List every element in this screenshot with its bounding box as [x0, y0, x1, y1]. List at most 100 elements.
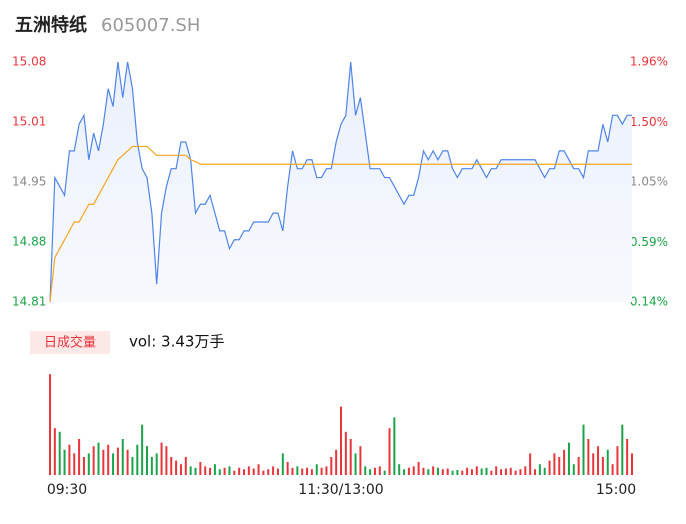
volume-bar: [369, 469, 372, 475]
volume-bar: [485, 467, 488, 475]
volume-bar: [500, 469, 503, 475]
volume-bar: [543, 467, 546, 475]
volume-bar: [393, 417, 396, 475]
volume-bar: [107, 444, 110, 475]
volume-bar: [456, 469, 459, 475]
volume-bar: [480, 468, 483, 475]
volume-bar: [504, 468, 507, 475]
volume-bar: [606, 449, 609, 475]
volume-bar: [58, 431, 61, 475]
volume-bar: [276, 468, 279, 475]
volume-bar: [97, 442, 100, 475]
y2-tick-label: 1.05%: [630, 175, 668, 189]
volume-bar: [388, 428, 391, 475]
volume-bar: [218, 469, 221, 475]
volume-bar: [470, 469, 473, 475]
volume-bar: [223, 467, 226, 475]
y-tick-label: 14.88: [12, 235, 46, 249]
volume-bar: [116, 447, 119, 475]
volume-bar: [112, 453, 115, 475]
volume-bar: [189, 466, 192, 475]
volume-bar: [184, 457, 187, 475]
volume-bar: [441, 469, 444, 475]
volume-bar: [301, 468, 304, 475]
x-tick-label: 15:00: [596, 482, 636, 498]
volume-bar: [407, 467, 410, 475]
volume-bar: [383, 470, 386, 475]
volume-bar: [267, 469, 270, 475]
volume-bar: [179, 464, 182, 475]
volume-bar: [412, 466, 415, 475]
y-tick-label: 14.81: [12, 295, 46, 309]
volume-bar: [155, 453, 158, 475]
volume-bar: [466, 467, 469, 475]
volume-bar: [257, 464, 260, 475]
volume-bar: [330, 457, 333, 475]
y-tick-label: 14.95: [12, 175, 46, 189]
volume-bar: [146, 446, 148, 475]
volume-bar: [529, 453, 532, 475]
volume-bar: [567, 442, 570, 475]
y-tick-label: 15.08: [12, 55, 46, 69]
volume-bar: [378, 466, 381, 475]
volume-bar: [359, 446, 362, 475]
volume-bar: [141, 424, 144, 475]
volume-bar: [577, 457, 580, 475]
volume-bar: [291, 467, 294, 475]
volume-bar: [252, 468, 255, 475]
volume-bar: [597, 446, 600, 475]
volume-bar: [150, 457, 153, 475]
volume-bar: [320, 467, 323, 475]
volume-bar: [601, 457, 604, 475]
volume-bar: [92, 446, 95, 475]
volume-bar: [417, 462, 420, 475]
volume-bar: [461, 470, 464, 475]
volume-bar: [194, 467, 197, 475]
volume-bar: [403, 469, 406, 475]
volume-bar: [364, 466, 367, 475]
volume-bar: [209, 467, 212, 475]
volume-bar: [514, 470, 517, 475]
volume-bar: [475, 466, 478, 475]
volume-bar: [170, 457, 173, 475]
volume-bar: [582, 424, 585, 475]
price-area: [50, 62, 632, 302]
volume-bar: [344, 431, 347, 475]
volume-bar: [519, 469, 522, 475]
volume-bar: [262, 470, 265, 475]
volume-bar: [165, 446, 168, 475]
volume-bar: [451, 470, 454, 475]
volume-bar: [68, 444, 71, 475]
y2-tick-label: 0.59%: [630, 235, 668, 249]
volume-bar: [213, 464, 216, 475]
volume-bar: [427, 469, 430, 475]
volume-bar: [73, 453, 76, 475]
x-tick-label: 11:30/13:00: [298, 482, 383, 498]
volume-text: vol: 3.43万手: [129, 333, 224, 351]
volume-bar: [204, 466, 207, 475]
volume-bar: [325, 466, 328, 475]
price-line: [49, 61, 632, 303]
volume-bar: [233, 470, 236, 475]
volume-bar: [238, 467, 241, 475]
volume-bar: [286, 462, 289, 475]
volume-bar: [49, 374, 51, 475]
volume-bar: [315, 464, 318, 475]
volume-bar: [631, 453, 633, 475]
volume-bar: [548, 460, 551, 475]
volume-bar: [587, 439, 590, 475]
x-tick-label: 09:30: [47, 482, 87, 498]
volume-bar: [247, 466, 250, 475]
volume-bar: [272, 466, 275, 475]
chart-subtitle: 605007.SH: [101, 15, 200, 36]
volume-bar: [136, 444, 139, 475]
volume-bar: [490, 470, 493, 475]
volume-title: 日成交量: [44, 335, 96, 351]
volume-bar: [592, 453, 595, 475]
volume-bar: [87, 453, 90, 475]
volume-bar: [296, 466, 299, 475]
volume-bar: [228, 466, 231, 475]
volume-bar: [349, 439, 352, 475]
volume-bar: [616, 446, 619, 475]
volume-bar: [422, 467, 425, 475]
